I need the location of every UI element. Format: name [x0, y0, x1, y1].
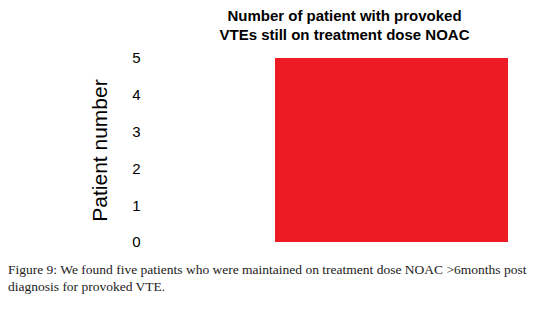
html-text:Number of patient with provoke: Number of patient with provoked VTEs sti…	[219, 7, 470, 43]
svg-text:4: 4	[132, 86, 140, 103]
svg-text:Patient number: Patient number	[88, 79, 111, 221]
svg-text:1: 1	[132, 197, 140, 214]
svg-text:5: 5	[132, 50, 140, 66]
html-text:Figure 9: We found five patien: Figure 9: We found five patients who wer…	[8, 262, 527, 294]
svg-text:2: 2	[132, 160, 140, 177]
svg-text:0: 0	[132, 233, 140, 250]
svg-text:3: 3	[132, 123, 140, 140]
